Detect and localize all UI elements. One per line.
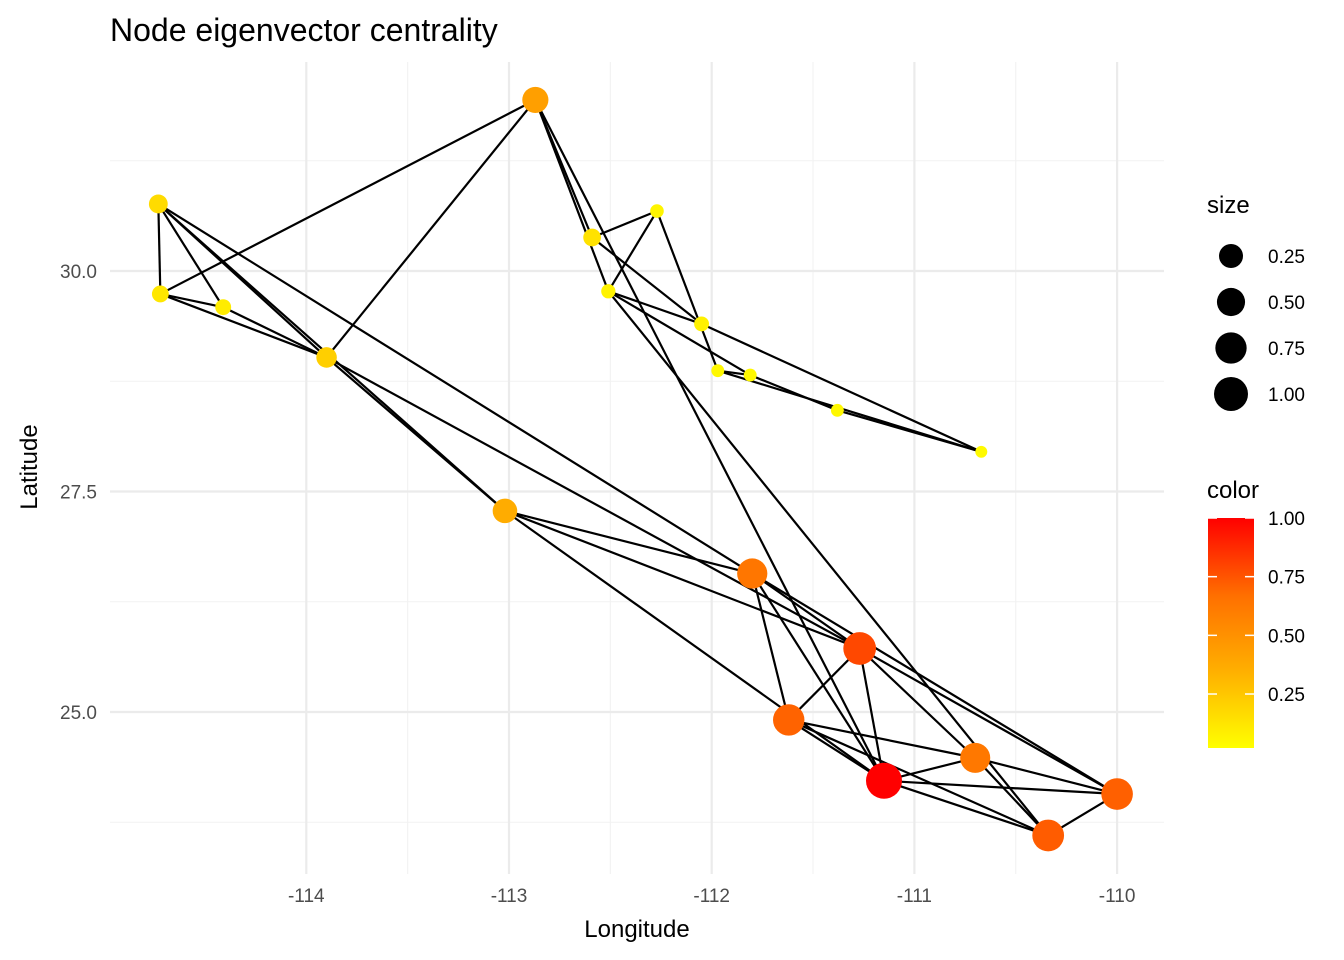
graph-edge [534, 99, 885, 782]
nodes-layer [148, 86, 1133, 852]
graph-node [865, 762, 902, 799]
x-tick-label: -113 [491, 886, 528, 907]
graph-edge [883, 779, 1118, 796]
y-tick-label: 30.0 [60, 262, 97, 283]
graph-edge [591, 210, 658, 239]
graph-edge [534, 99, 610, 292]
graph-edge [607, 290, 702, 325]
graph-edge [325, 99, 537, 359]
graph-edge [749, 374, 838, 412]
graph-edge [157, 203, 225, 308]
graph-edge [751, 573, 790, 721]
graph-node [743, 368, 757, 382]
graph-edge [858, 648, 886, 781]
y-tick-label: 25.0 [60, 703, 97, 724]
size-legend-label: 0.25 [1268, 247, 1305, 268]
y-tick-label: 27.5 [60, 483, 97, 504]
graph-edge [974, 757, 1049, 837]
graph-node [1101, 778, 1133, 810]
graph-edge [883, 779, 1049, 837]
graph-edge [717, 369, 982, 453]
graph-edge [858, 647, 976, 759]
graph-edge [788, 719, 885, 782]
size-legend-label: 0.50 [1268, 293, 1305, 314]
graph-node [737, 558, 768, 589]
color-legend-title: color [1207, 477, 1259, 504]
graph-edge [607, 290, 751, 377]
graph-node [1032, 819, 1065, 852]
x-axis-title: Longitude [584, 916, 689, 943]
graph-edge [157, 203, 753, 575]
graph-node [583, 228, 601, 247]
graph-edge [157, 203, 162, 294]
graph-node [650, 204, 664, 218]
graph-edge [788, 718, 1049, 837]
graph-edge [751, 572, 885, 782]
y-tick-labels: 25.0 27.5 30.0 [60, 262, 97, 724]
color-legend-label: 1.00 [1268, 509, 1305, 530]
graph-node [843, 632, 877, 665]
x-tick-label: -110 [1099, 886, 1136, 907]
graph-edge [701, 322, 982, 453]
color-legend-label: 0.75 [1268, 568, 1305, 589]
grid-minor [110, 62, 1164, 874]
graph-node [711, 364, 725, 378]
graph-node [522, 86, 549, 113]
graph-edge [159, 292, 327, 359]
graph-edge [859, 647, 1118, 795]
grid-major [110, 62, 1164, 874]
x-tick-labels: -114 -113 -112 -111 -110 [288, 886, 1135, 907]
x-tick-label: -111 [897, 886, 932, 907]
size-legend-dot [1216, 287, 1246, 317]
graph-node [151, 285, 169, 303]
graph-edge [159, 98, 536, 295]
size-legend-label: 0.75 [1268, 339, 1305, 360]
color-legend: color 1.00 0.75 0.50 0.25 [1207, 477, 1305, 748]
color-legend-label: 0.50 [1268, 626, 1305, 647]
graph-edge [787, 647, 861, 721]
graph-node [148, 194, 168, 214]
graph-node [960, 742, 991, 773]
graph-node [975, 445, 988, 458]
graph-node [773, 704, 805, 736]
graph-node [316, 347, 337, 368]
color-legend-label: 0.25 [1268, 685, 1305, 706]
size-legend: size 0.25 0.50 0.75 1.00 [1207, 192, 1305, 411]
graph-edge [751, 572, 1118, 795]
graph-node [830, 403, 844, 417]
size-legend-items: 0.25 0.50 0.75 1.00 [1214, 244, 1305, 411]
graph-edge [974, 756, 1118, 796]
graph-edge [504, 509, 861, 650]
graph-node [601, 284, 616, 299]
graph-edge [326, 356, 861, 650]
size-legend-title: size [1207, 192, 1250, 219]
graph-edge [222, 306, 328, 359]
graph-edge [607, 210, 658, 292]
graph-edge [751, 572, 861, 650]
y-axis-title: Latitude [16, 424, 43, 509]
graph-edge [504, 509, 753, 575]
graph-edge [504, 510, 885, 782]
graph-edge [325, 356, 506, 512]
color-bar [1208, 518, 1254, 748]
size-legend-dot [1214, 377, 1248, 411]
graph-edge [160, 292, 224, 309]
chart-title: Node eigenvector centrality [110, 12, 498, 48]
size-legend-dot [1219, 244, 1243, 268]
x-tick-label: -114 [288, 886, 325, 907]
size-legend-label: 1.00 [1268, 385, 1305, 406]
graph-edge [655, 210, 719, 372]
size-legend-dot [1215, 332, 1247, 364]
graph-edge [788, 718, 976, 759]
graph-edge [591, 236, 703, 325]
color-legend-items: 1.00 0.75 0.50 0.25 [1208, 509, 1305, 706]
graph-node [694, 316, 709, 332]
x-tick-label: -112 [693, 886, 730, 907]
graph-node [215, 299, 232, 316]
graph-node [492, 498, 518, 524]
edges-layer [157, 98, 1118, 837]
